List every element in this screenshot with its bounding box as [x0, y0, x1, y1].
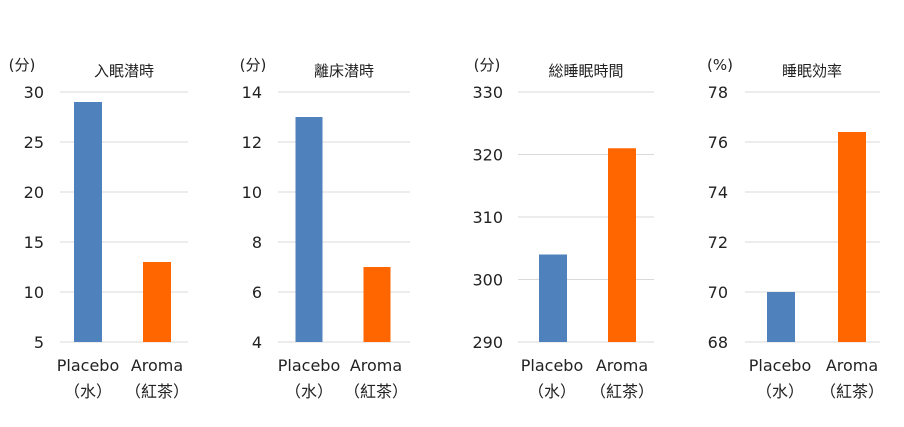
y-tick-label: 70 — [708, 283, 728, 302]
aroma-bar — [838, 132, 866, 342]
chart-2: 4 6 8 10 12 14 (分) 離床潜時 Placebo （水） Aroma （紅茶） — [240, 56, 410, 401]
y-tick-label: 76 — [708, 133, 728, 152]
chart-title: 総睡眠時間 — [548, 62, 623, 80]
chart-title: 入眠潜時 — [94, 62, 154, 80]
y-tick-label: 14 — [242, 83, 262, 102]
x-category-label: （水） — [528, 382, 576, 401]
chart-3: 290 300 310 320 330 (分) 総睡眠時間 Placebo （水） Aroma （紅… — [472, 56, 654, 401]
y-tick-label: 8 — [252, 233, 262, 252]
y-tick-label: 300 — [472, 271, 503, 290]
y-tick-label: 30 — [24, 83, 44, 102]
y-tick-label: 310 — [472, 208, 503, 227]
y-tick-label: 20 — [24, 183, 44, 202]
x-category-label: Aroma — [131, 356, 183, 375]
x-category-label: Aroma — [350, 356, 402, 375]
y-tick-label: 72 — [708, 233, 728, 252]
x-category-label: Placebo — [521, 356, 583, 375]
y-tick-label: 330 — [472, 83, 503, 102]
chart-4: 68 70 72 74 76 78 (%) 睡眠効率 Placebo （水） Aroma （紅茶） — [707, 56, 884, 401]
y-unit-label: (%) — [707, 56, 733, 74]
x-category-label: （紅茶） — [344, 382, 408, 401]
placebo-bar — [295, 117, 323, 342]
aroma-bar — [608, 148, 636, 342]
x-category-label: （紅茶） — [590, 382, 654, 401]
y-tick-label: 4 — [252, 333, 262, 352]
y-tick-label: 6 — [252, 283, 262, 302]
x-category-label: （水） — [285, 382, 333, 401]
y-tick-label: 25 — [24, 133, 44, 152]
aroma-bar — [363, 267, 391, 342]
x-category-label: Placebo — [57, 356, 119, 375]
y-tick-label: 5 — [34, 333, 44, 352]
chart-title: 睡眠効率 — [782, 62, 842, 80]
y-tick-label: 12 — [242, 133, 262, 152]
x-category-label: （水） — [756, 382, 804, 401]
y-tick-label: 10 — [242, 183, 262, 202]
placebo-bar — [539, 254, 567, 342]
x-category-label: Aroma — [826, 356, 878, 375]
y-tick-label: 74 — [708, 183, 728, 202]
x-category-label: Placebo — [749, 356, 811, 375]
x-category-label: Placebo — [278, 356, 340, 375]
x-category-label: （水） — [64, 382, 112, 401]
x-category-label: Aroma — [596, 356, 648, 375]
placebo-bar — [767, 292, 795, 342]
chart-1: 5 10 15 20 25 30 (分) 入眠潜時 Placebo （水） Aroma （紅茶） — [9, 56, 189, 401]
y-unit-label: (分) — [240, 56, 267, 74]
y-tick-label: 10 — [24, 283, 44, 302]
y-tick-label: 78 — [708, 83, 728, 102]
y-unit-label: (分) — [9, 56, 36, 74]
x-category-label: （紅茶） — [125, 382, 189, 401]
x-category-label: （紅茶） — [820, 382, 884, 401]
placebo-bar — [74, 102, 102, 342]
y-tick-label: 290 — [472, 333, 503, 352]
y-tick-label: 68 — [708, 333, 728, 352]
y-tick-label: 320 — [472, 146, 503, 165]
aroma-bar — [143, 262, 171, 342]
y-tick-label: 15 — [24, 233, 44, 252]
chart-title: 離床潜時 — [314, 62, 374, 80]
y-unit-label: (分) — [474, 56, 501, 74]
